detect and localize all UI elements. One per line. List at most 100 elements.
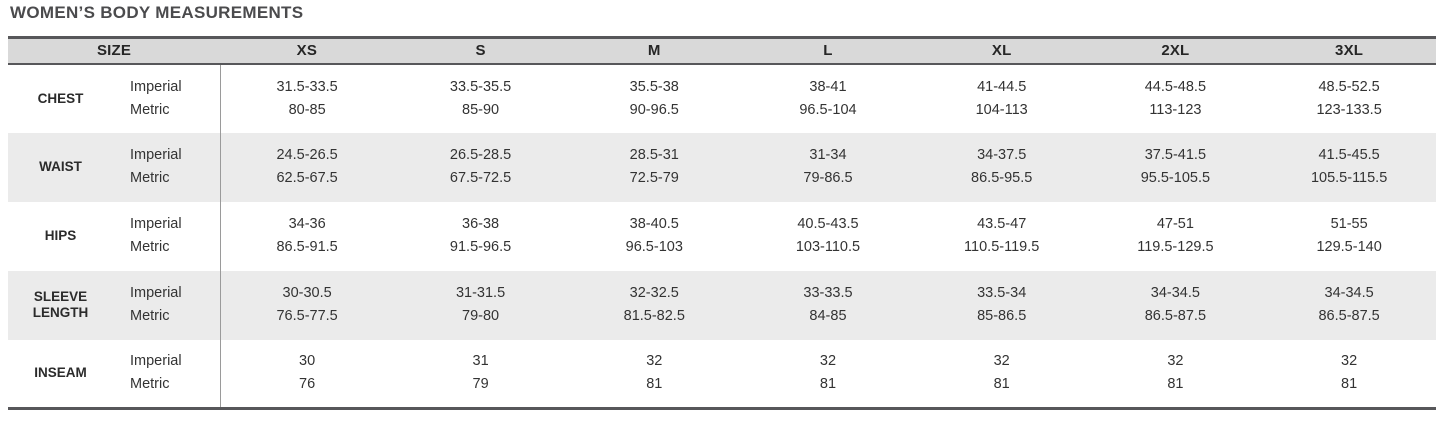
metric-value: 86.5-87.5 [1144,308,1207,324]
measurement-cell: 32 81 [741,340,915,409]
measurement-cell: 37.5-41.5 95.5-105.5 [1089,133,1263,202]
imperial-value: 32 [1341,353,1358,370]
measurement-cell: 43.5-47 110.5-119.5 [915,202,1089,271]
imperial-value: 28.5-31 [629,147,679,163]
measurement-cell: 32 81 [1262,340,1436,409]
imperial-value: 30 [299,353,316,370]
imperial-value: 31-34 [809,147,847,163]
measurement-cell: 26.5-28.5 67.5-72.5 [394,133,568,202]
row-label: INSEAM [34,365,87,381]
metric-value: 129.5-140 [1316,239,1382,255]
imperial-value: 44.5-48.5 [1144,78,1207,95]
measurement-cell: 31-34 79-86.5 [741,133,915,202]
imperial-value: 34-34.5 [1324,285,1374,301]
unit-labels-cell: Imperial Metric [113,132,221,202]
table-row: CHEST Imperial Metric 31.5-33.5 80-85 33.5-35… [8,63,1436,133]
imperial-value: 31-31.5 [455,285,506,301]
imperial-value: 33.5-35.5 [449,78,512,95]
measurement-cell: 32 81 [567,340,741,409]
imperial-label: Imperial [130,285,182,301]
size-header-s: S [475,42,486,60]
row-label: SLEEVE LENGTH [32,289,89,320]
imperial-label: Imperial [130,78,182,95]
metric-value: 72.5-79 [629,170,679,186]
measurement-cell: 41.5-45.5 105.5-115.5 [1262,133,1436,202]
metric-value: 86.5-87.5 [1318,308,1380,324]
measurement-cell: 33-33.5 84-85 [741,271,915,340]
table-row: SLEEVE LENGTH Imperial Metric 30-30.5 76.5-7… [8,270,1436,340]
table-row: INSEAM Imperial Metric 30 76 31 79 32 81 32 81 32 81… [8,339,1436,409]
metric-value: 79-86.5 [803,170,853,186]
metric-value: 81 [646,376,663,393]
measurement-cell: 44.5-48.5 113-123 [1089,64,1263,133]
size-header-3xl: 3XL [1335,42,1364,60]
imperial-value: 40.5-43.5 [797,216,859,232]
imperial-value: 41-44.5 [977,78,1027,95]
imperial-label: Imperial [130,147,182,163]
metric-value: 85-90 [462,101,500,118]
metric-value: 90-96.5 [629,101,679,118]
measurement-cell: 30-30.5 76.5-77.5 [220,271,394,340]
imperial-value: 33.5-34 [977,285,1027,301]
imperial-label: Imperial [130,216,182,232]
imperial-value: 32 [819,353,837,370]
metric-value: 86.5-95.5 [971,170,1033,186]
measurement-cell: 34-34.5 86.5-87.5 [1262,271,1436,340]
measurement-cell: 38-40.5 96.5-103 [567,202,741,271]
measurement-cell: 31-31.5 79-80 [394,271,568,340]
imperial-value: 38-41 [809,78,847,95]
measurement-cell: 32 81 [1089,340,1263,409]
page-title: WOMEN’S BODY MEASUREMENTS [10,3,304,22]
measurement-cell: 31 79 [394,340,568,409]
unit-labels-cell: Imperial Metric [113,63,221,133]
metric-value: 81.5-82.5 [623,308,685,324]
measurement-cell: 28.5-31 72.5-79 [567,133,741,202]
measurement-cell: 33.5-34 85-86.5 [915,271,1089,340]
imperial-value: 37.5-41.5 [1144,147,1207,163]
table-row: HIPS Imperial Metric 34-36 86.5-91.5 36-38 91.… [8,201,1436,271]
imperial-label: Imperial [130,353,182,370]
imperial-value: 43.5-47 [977,216,1027,232]
metric-value: 81 [993,376,1010,393]
imperial-value: 26.5-28.5 [449,147,512,163]
metric-value: 96.5-104 [799,101,857,118]
size-header-cell: SIZE [96,42,132,60]
metric-value: 81 [1341,376,1358,393]
measurement-cell: 48.5-52.5 123-133.5 [1262,64,1436,133]
imperial-value: 31.5-33.5 [276,78,338,95]
imperial-value: 34-37.5 [977,147,1027,163]
size-header-xs: XS [296,42,318,60]
metric-value: 67.5-72.5 [449,170,512,186]
measurement-cell: 32-32.5 81.5-82.5 [567,271,741,340]
metric-label: Metric [130,101,170,118]
unit-labels-cell: Imperial Metric [113,270,221,340]
metric-value: 110.5-119.5 [964,239,1040,255]
metric-label: Metric [130,170,170,186]
metric-value: 85-86.5 [977,308,1027,324]
metric-label: Metric [130,239,170,255]
size-header-xl: XL [991,42,1012,60]
metric-value: 123-133.5 [1316,101,1382,118]
measurement-cell: 51-55 129.5-140 [1262,202,1436,271]
metric-value: 80-85 [288,101,326,118]
metric-value: 76 [299,376,316,393]
metric-value: 84-85 [809,308,847,324]
row-label: HIPS [44,228,77,243]
measurement-cell: 30 76 [220,340,394,409]
imperial-value: 34-34.5 [1150,285,1200,301]
size-header-m: M [647,42,661,60]
measurement-cell: 34-37.5 86.5-95.5 [915,133,1089,202]
measurement-cell: 36-38 91.5-96.5 [394,202,568,271]
metric-value: 76.5-77.5 [276,308,338,324]
imperial-value: 38-40.5 [629,216,679,232]
measurement-cell: 32 81 [915,340,1089,409]
row-label: CHEST [37,90,84,106]
metric-label: Metric [130,308,170,324]
imperial-value: 24.5-26.5 [276,147,338,163]
imperial-value: 33-33.5 [803,285,853,301]
imperial-value: 31 [472,353,489,370]
measurements-body: CHEST Imperial Metric 31.5-33.5 80-85 33.5-35… [8,63,1436,409]
table-row: WAIST Imperial Metric 24.5-26.5 62.5-67.5 26.… [8,132,1436,202]
metric-value: 81 [1167,376,1184,393]
size-header-l: L [823,42,833,60]
